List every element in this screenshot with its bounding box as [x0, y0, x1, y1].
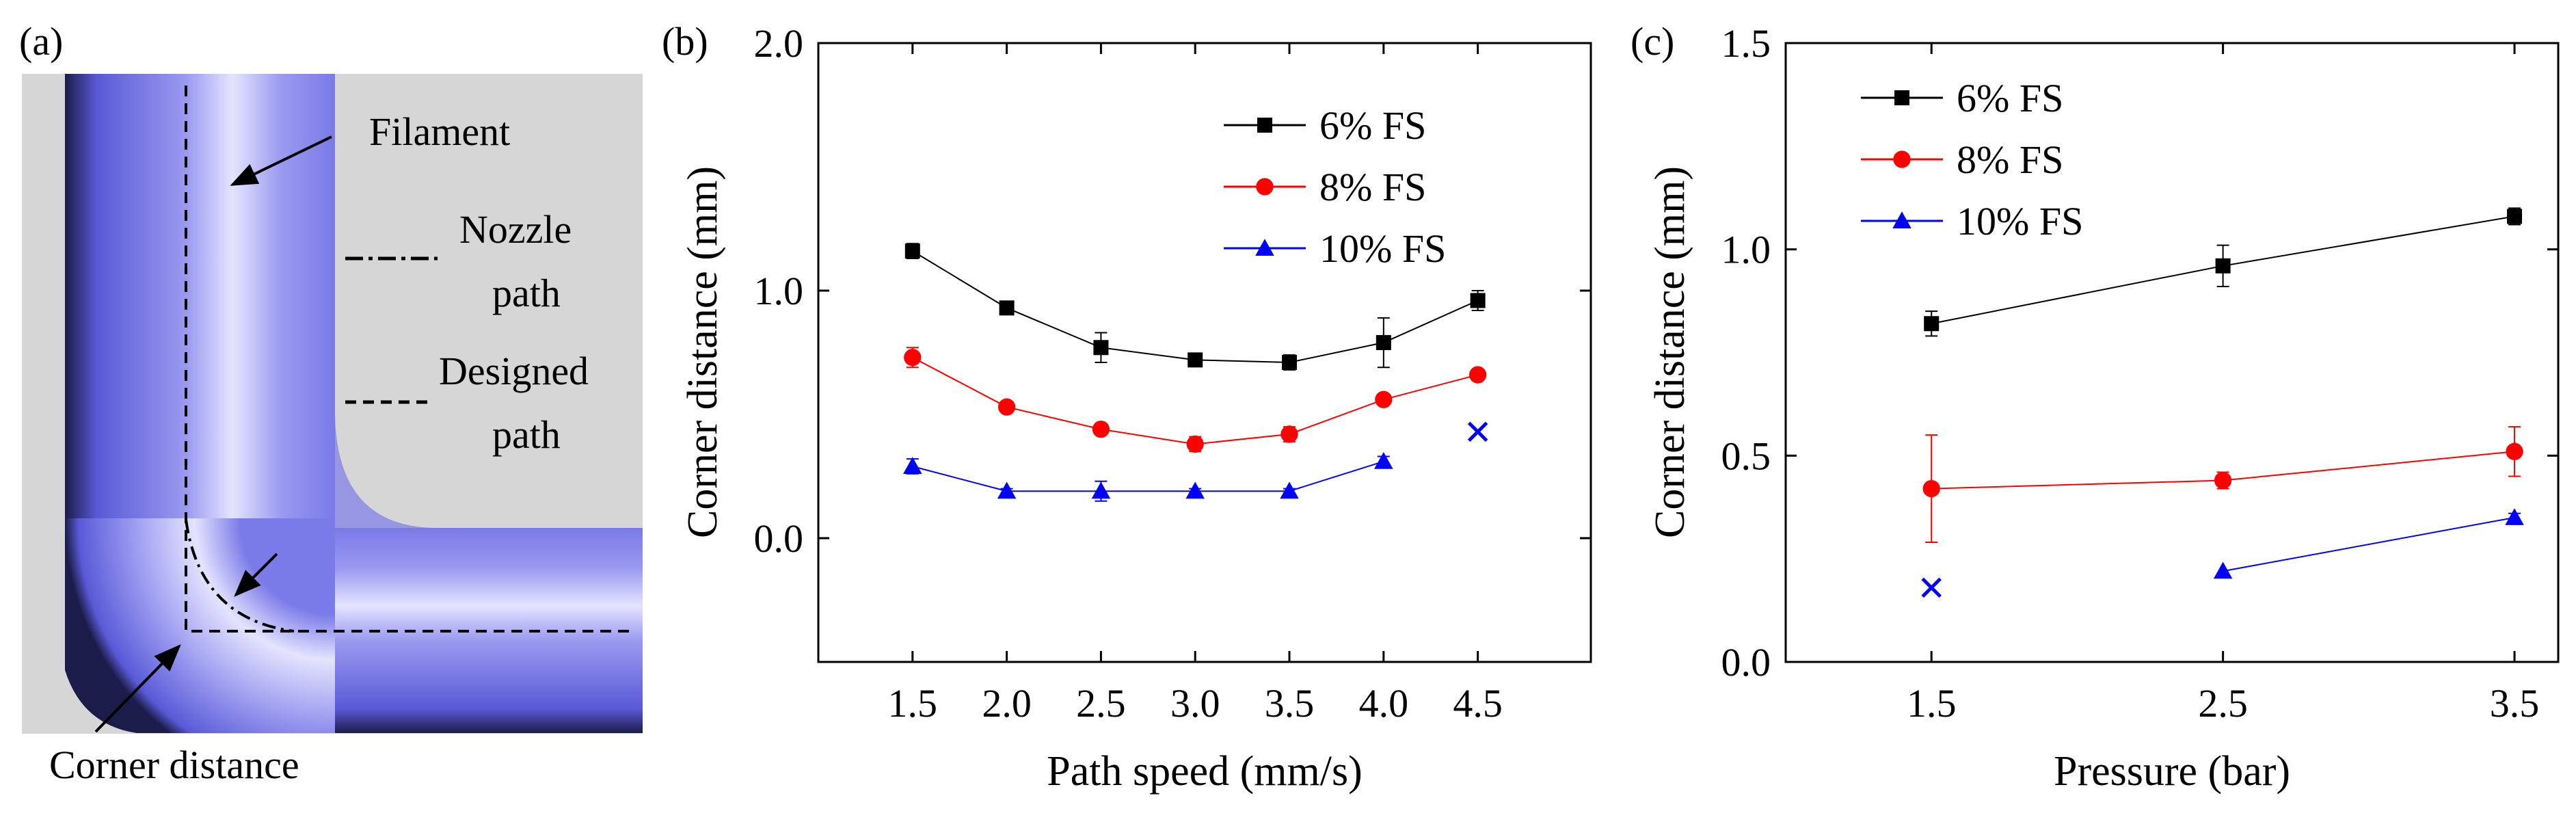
b-xtick-label: 4.0: [1359, 681, 1409, 726]
c-series-6fs-point: [1924, 316, 1940, 332]
b-xtick-label: 4.5: [1453, 681, 1503, 726]
panel-c: (c) 0.0 0.5 1.0 1.5 1.5 2.5 3.5 6% FS 8% FS 10%…: [1631, 19, 2560, 795]
c-legend-6fs-marker: [1894, 90, 1909, 105]
b-series-8fs-point: [1092, 421, 1110, 438]
designed-path-label-2: path: [492, 412, 561, 457]
b-series-10fs-line: [912, 460, 1384, 492]
b-legend-6fs-label: 6% FS: [1319, 103, 1426, 148]
b-series-8fs-point: [1186, 435, 1204, 453]
c-legend-8fs-marker: [1893, 150, 1911, 168]
b-legend-10fs-label: 10% FS: [1319, 226, 1446, 271]
b-series-6fs-point: [1470, 293, 1486, 308]
b-series-10fs-point: [903, 457, 922, 475]
c-outlier-point: [1921, 577, 1942, 598]
b-outlier-point: [1467, 421, 1488, 442]
designed-path-label-1: Designed: [439, 349, 589, 393]
nozzle-path-label-1: Nozzle: [459, 207, 572, 252]
c-series-10fs-line: [2223, 516, 2515, 572]
c-ytick-label: 0.0: [1721, 640, 1771, 685]
filament-vertical-segment: [65, 74, 335, 518]
b-series-10fs-point: [997, 481, 1017, 499]
b-series-6fs-point: [1188, 352, 1203, 368]
panel-a-label: (a): [19, 19, 63, 64]
panel-b-xlabel: Path speed (mm/s): [1047, 748, 1363, 795]
filament-arrow: [230, 135, 332, 186]
b-ytick-label: 2.0: [754, 21, 804, 66]
b-series-8fs-point: [997, 398, 1016, 416]
c-xtick-label: 1.5: [1907, 681, 1957, 726]
c-legend-6fs-label: 6% FS: [1957, 76, 2063, 120]
c-series-8fs-point: [1922, 479, 1940, 498]
nozzle-path-label-2: path: [492, 271, 561, 315]
panel-c-ylabel: Corner distance (mm): [1647, 166, 1693, 538]
corner-distance-arrow: [94, 644, 181, 733]
panel-c-xlabel: Pressure (bar): [2054, 748, 2290, 795]
c-series-6fs-point: [2215, 258, 2231, 274]
b-series-6fs-point: [999, 300, 1015, 316]
b-series-10fs-point: [1374, 452, 1393, 469]
b-xtick-label: 2.5: [1076, 681, 1126, 726]
panel-b: (b) 0.0 1.0 2.0 1.5 2.0 2.5 3.0 3.5 4.0 4.5 6% F…: [662, 19, 1592, 795]
nozzle-path-arrow: [234, 553, 278, 597]
b-series-8fs-line: [912, 356, 1478, 445]
b-series-8fs-point: [1375, 390, 1393, 408]
c-ytick-label: 1.0: [1721, 228, 1771, 272]
c-series-10fs-point: [2213, 561, 2233, 579]
b-series-6fs-point: [1093, 340, 1109, 356]
c-xtick-label: 2.5: [2198, 681, 2248, 726]
filament-corner: [65, 518, 335, 733]
b-ytick-label: 0.0: [754, 516, 804, 561]
b-legend-10fs-marker: [1255, 239, 1274, 256]
c-series-10fs-point: [2505, 508, 2524, 525]
b-ytick-label: 1.0: [754, 269, 804, 313]
b-legend-6fs-marker: [1257, 118, 1272, 133]
panel-c-plot-area: [1784, 42, 2560, 663]
filament-horizontal-segment: [335, 528, 643, 733]
c-series-8fs-point: [2214, 471, 2232, 490]
b-series-10fs-point: [1280, 481, 1299, 499]
panel-b-plot-area: [817, 42, 1592, 663]
c-legend-10fs-label: 10% FS: [1957, 199, 2083, 243]
b-series-8fs-point: [1468, 366, 1487, 384]
c-series-6fs-point: [2507, 209, 2523, 224]
c-legend-10fs-marker: [1892, 211, 1911, 228]
nozzle-path-line: [185, 519, 295, 633]
b-xtick-label: 3.0: [1170, 681, 1220, 726]
b-series-8fs-point: [904, 349, 922, 367]
panel-c-label: (c): [1631, 19, 1674, 64]
panel-a: (a) Filament Nozzle path Designed path C…: [19, 19, 643, 787]
panel-b-label: (b): [662, 19, 708, 64]
c-legend-8fs-label: 8% FS: [1957, 137, 2063, 182]
b-series-8fs-point: [1280, 425, 1298, 443]
b-xtick-label: 3.5: [1265, 681, 1315, 726]
b-legend-8fs-label: 8% FS: [1319, 165, 1426, 209]
designed-path-line: [185, 85, 629, 633]
c-ytick-label: 1.5: [1721, 21, 1771, 66]
c-ytick-label: 0.5: [1721, 434, 1771, 478]
filament-label: Filament: [369, 109, 510, 154]
b-series-6fs-point: [904, 243, 920, 259]
c-xtick-label: 3.5: [2490, 681, 2540, 726]
b-series-6fs-point: [1282, 354, 1298, 370]
filament-inner-fillet: [335, 410, 438, 528]
corner-distance-label: Corner distance: [49, 743, 299, 787]
c-series-8fs-point: [2506, 442, 2523, 460]
b-series-6fs-point: [1376, 335, 1391, 351]
b-series-10fs-point: [1185, 481, 1205, 499]
b-xtick-label: 1.5: [888, 681, 938, 726]
b-xtick-label: 2.0: [982, 681, 1032, 726]
panel-b-ylabel: Corner distance (mm): [680, 166, 726, 538]
b-series-10fs-point: [1091, 481, 1111, 499]
b-legend-8fs-marker: [1256, 178, 1274, 196]
